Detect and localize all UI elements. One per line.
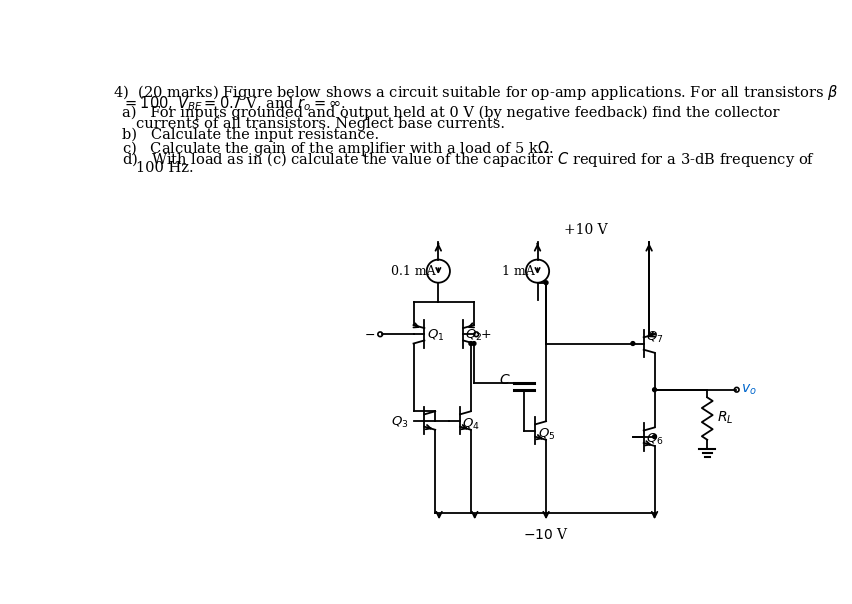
Text: $R_L$: $R_L$ <box>716 410 732 426</box>
Text: 100 Hz.: 100 Hz. <box>136 161 193 175</box>
Circle shape <box>652 435 656 439</box>
Text: d)   With load as in (c) calculate the value of the capacitor $C$ required for a: d) With load as in (c) calculate the val… <box>122 150 815 169</box>
Circle shape <box>544 281 547 284</box>
Text: $-10$ V: $-10$ V <box>522 527 568 542</box>
Text: $+$: $+$ <box>480 328 491 341</box>
Text: +10 V: +10 V <box>563 223 607 237</box>
Text: currents of all transistors. Neglect base currents.: currents of all transistors. Neglect bas… <box>136 117 504 130</box>
Text: $-$: $-$ <box>363 328 374 341</box>
Text: 0.1 mA: 0.1 mA <box>390 265 435 278</box>
Text: $Q_3$: $Q_3$ <box>390 416 408 431</box>
Text: $Q_1$: $Q_1$ <box>426 328 444 343</box>
Text: $Q_7$: $Q_7$ <box>645 330 663 345</box>
Text: 4)  (20 marks) Figure below shows a circuit suitable for op-amp applications. Fo: 4) (20 marks) Figure below shows a circu… <box>112 83 838 102</box>
Text: $Q_6$: $Q_6$ <box>645 431 663 446</box>
Text: b)   Calculate the input resistance.: b) Calculate the input resistance. <box>122 128 379 143</box>
Text: $Q_4$: $Q_4$ <box>462 417 480 432</box>
Circle shape <box>471 342 475 345</box>
Text: 1 mA: 1 mA <box>501 265 534 278</box>
Text: $= 100$, $V_{BE}$$= 0.7$ V, and $r_o$$=\infty$.: $= 100$, $V_{BE}$$= 0.7$ V, and $r_o$$=\… <box>122 94 346 113</box>
Circle shape <box>652 388 656 391</box>
Text: c)   Calculate the gain of the amplifier with a load of 5 k$\Omega$.: c) Calculate the gain of the amplifier w… <box>122 139 554 158</box>
Circle shape <box>469 342 472 345</box>
Text: $Q_2$: $Q_2$ <box>465 328 482 343</box>
Text: a)   For inputs grounded and output held at 0 V (by negative feedback) find the : a) For inputs grounded and output held a… <box>122 106 779 120</box>
Text: $v_o$: $v_o$ <box>740 382 756 397</box>
Text: $Q_5$: $Q_5$ <box>537 427 555 442</box>
Text: $C$: $C$ <box>498 373 510 388</box>
Circle shape <box>630 342 634 345</box>
